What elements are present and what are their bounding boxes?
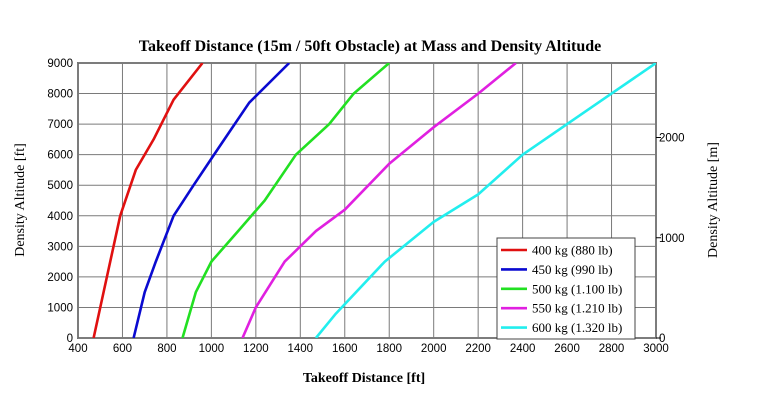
series-line-5 bbox=[314, 63, 656, 338]
legend: 400 kg (880 lb) 450 kg (990 lb) 500 kg (1.… bbox=[496, 237, 636, 340]
y-tick-label: 8000 bbox=[47, 89, 73, 101]
legend-label: 400 kg (880 lb) bbox=[532, 243, 613, 258]
legend-label: 600 kg (1.320 lb) bbox=[532, 320, 622, 335]
y2-tick-label: 0 bbox=[659, 333, 665, 345]
x-tick-label: 1800 bbox=[376, 343, 402, 355]
y-tick-label: 0 bbox=[67, 333, 73, 345]
y-tick-label: 5000 bbox=[47, 180, 73, 192]
y-tick-label: 4000 bbox=[47, 211, 73, 223]
y-axis-label: Density Altitude [ft] bbox=[13, 143, 28, 257]
x-tick-label: 1000 bbox=[199, 343, 225, 355]
x-tick-label: 2000 bbox=[421, 343, 447, 355]
x-tick-label: 2400 bbox=[510, 343, 536, 355]
y-tick-label: 7000 bbox=[47, 119, 73, 131]
grid-lines bbox=[77, 62, 657, 339]
y-axis-ticks: 0 1000 2000 3000 4000 5000 6000 7000 8000 9000 bbox=[47, 58, 73, 345]
x-tick-label: 2800 bbox=[599, 343, 625, 355]
series-line-4 bbox=[241, 63, 517, 338]
x-tick-label: 2600 bbox=[554, 343, 580, 355]
legend-label: 500 kg (1.100 lb) bbox=[532, 281, 622, 296]
series-line-2 bbox=[132, 63, 291, 338]
y2-axis-label: Density Altitude [m] bbox=[706, 142, 721, 258]
x-tick-label: 1600 bbox=[332, 343, 358, 355]
x-tick-label: 600 bbox=[113, 343, 132, 355]
y2-tick-label: 1000 bbox=[659, 233, 685, 245]
y-tick-label: 9000 bbox=[47, 58, 73, 70]
x-tick-label: 2200 bbox=[465, 343, 491, 355]
legend-label: 450 kg (990 lb) bbox=[532, 262, 613, 277]
y-tick-label: 3000 bbox=[47, 241, 73, 253]
x-tick-label: 3000 bbox=[643, 343, 669, 355]
y-tick-label: 1000 bbox=[47, 302, 73, 314]
x-tick-label: 800 bbox=[157, 343, 176, 355]
y-tick-label: 2000 bbox=[47, 272, 73, 284]
x-axis-ticks: 400 600 800 1000 1200 1400 1600 1800 2000 2200 240… bbox=[68, 343, 668, 355]
y2-axis-ticks: 0 1000 2000 bbox=[656, 133, 685, 345]
x-tick-label: 1200 bbox=[243, 343, 269, 355]
x-axis-label: Takeoff Distance [ft] bbox=[303, 371, 425, 386]
x-tick-label: 1400 bbox=[288, 343, 314, 355]
y2-tick-label: 2000 bbox=[659, 133, 685, 145]
legend-label: 550 kg (1.210 lb) bbox=[532, 301, 622, 316]
x-tick-label: 400 bbox=[68, 343, 87, 355]
series-line-1 bbox=[92, 63, 204, 338]
series-lines bbox=[92, 63, 656, 338]
series-line-3 bbox=[181, 63, 391, 338]
chart-title: Takeoff Distance (15m / 50ft Obstacle) a… bbox=[139, 38, 602, 55]
y-tick-label: 6000 bbox=[47, 150, 73, 162]
